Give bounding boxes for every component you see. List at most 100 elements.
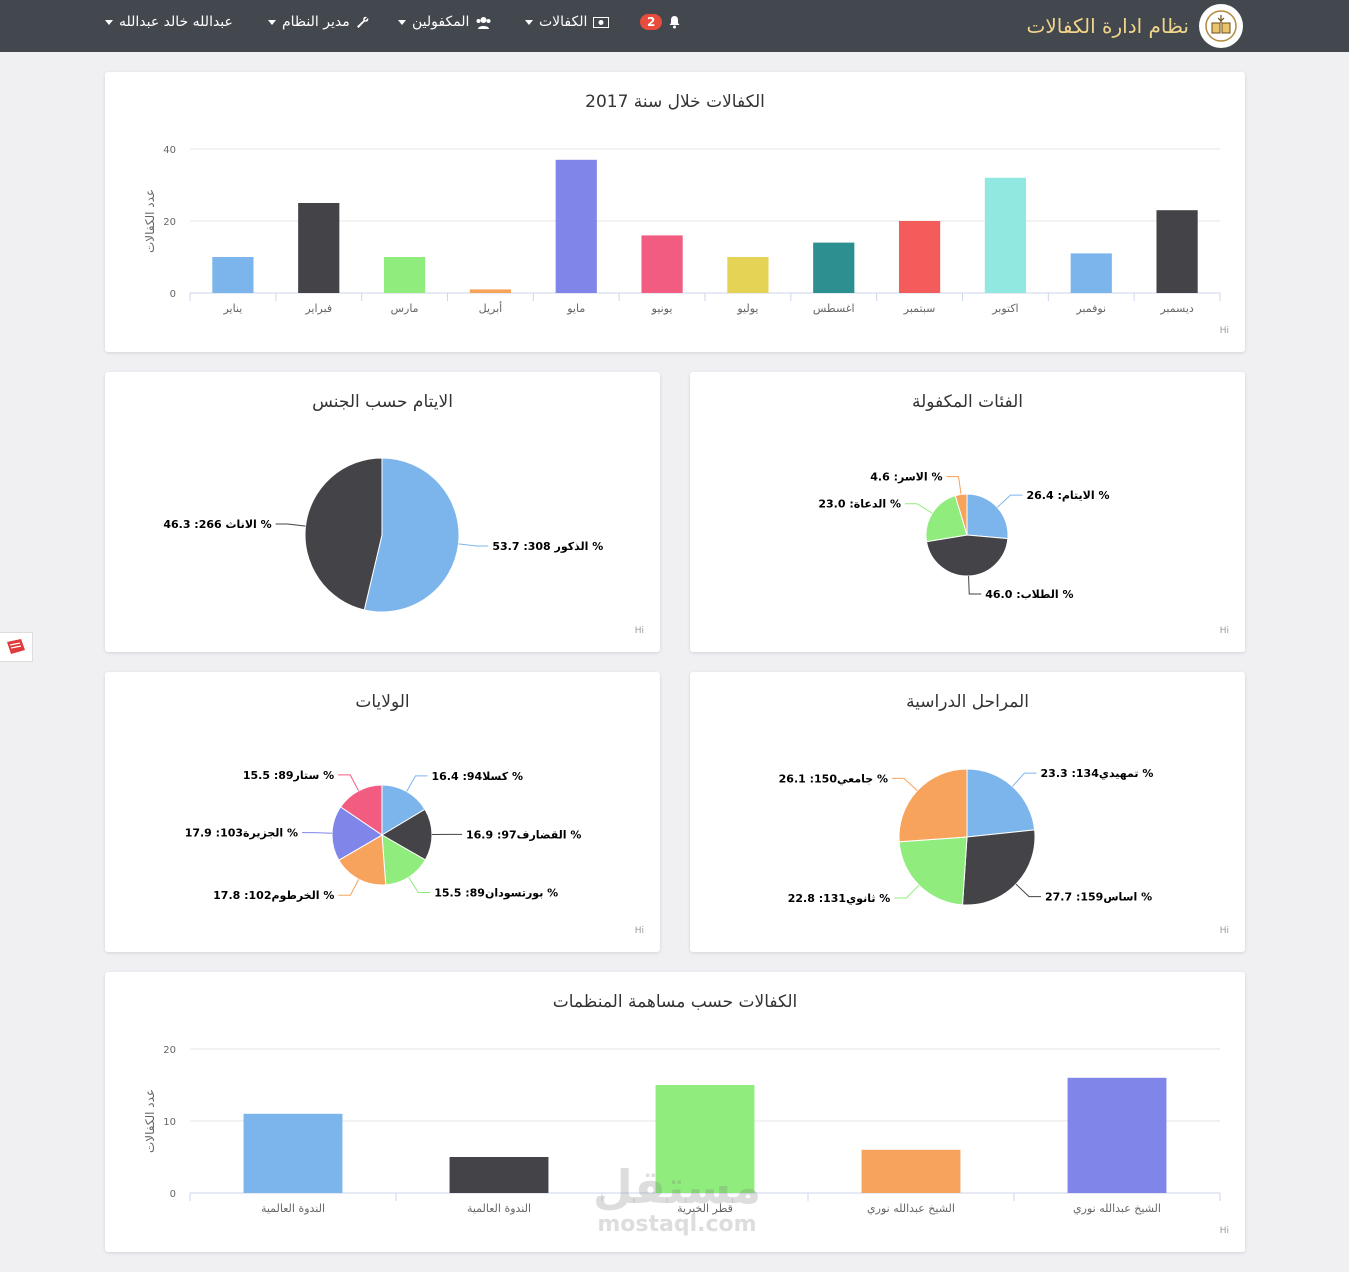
bar[interactable] — [861, 1149, 961, 1193]
top-navbar: نظام ادارة الكفالات 2 الكفالات المكفولين… — [0, 0, 1349, 52]
user-name: عبدالله خالد عبدالله — [119, 14, 233, 30]
chart-title: المراحل الدراسية — [906, 692, 1029, 712]
menu-user-account[interactable]: عبدالله خالد عبدالله — [105, 14, 233, 30]
pie-slice[interactable] — [381, 784, 426, 836]
x-tick-label: الندوة العالمية — [467, 1202, 531, 1215]
bar[interactable] — [383, 257, 426, 293]
x-tick-label: الشيخ عبدالله نوري — [1073, 1202, 1161, 1215]
pie-slice[interactable] — [925, 534, 1009, 577]
chart-card-study-stages: المراحل الدراسية تمهيدي134: 23.3 % اساس15… — [690, 672, 1245, 952]
chart-credits[interactable]: Hi — [1219, 626, 1229, 636]
data-label: الذكور 308: 53.7 % — [492, 540, 603, 553]
bar[interactable] — [1067, 1077, 1167, 1193]
data-label: كسلا94: 16.4 % — [432, 770, 524, 783]
bar[interactable] — [449, 1157, 549, 1193]
x-tick-label: يناير — [222, 302, 242, 315]
x-tick-label: يونيو — [651, 302, 673, 315]
bar-chart-organizations: 0 10 20 عدد الكفالات الندوة العالمية الندوة ا… — [143, 1045, 1221, 1215]
connector-line — [1015, 883, 1041, 898]
bar[interactable] — [984, 177, 1027, 293]
data-label: الاناث 266: 46.3 % — [163, 518, 271, 531]
pie-slice[interactable] — [381, 834, 427, 886]
bar-chart-monthly: 0 20 40 عدد الكفالات يناير فبراير مارس أبريل ماي… — [143, 145, 1221, 315]
x-tick-label: قطر الخيرية — [677, 1202, 733, 1215]
pie-slice[interactable] — [966, 768, 1036, 838]
chart-credits[interactable]: Hi — [634, 926, 644, 936]
x-tick-label: نوفمبر — [1075, 302, 1106, 315]
chart-card-states: الولايات كسلا94: 16.4 % القضارف97: 16.9 %… — [105, 672, 660, 952]
data-label: الايتام: 26.4 % — [1027, 489, 1110, 502]
connector-line — [302, 832, 333, 834]
data-label: الاسر: 4.6 % — [870, 471, 942, 484]
menu-kafalat[interactable]: الكفالات — [525, 14, 610, 30]
connector-line — [458, 543, 489, 547]
pie-chart-gender: الذكور 308: 53.7 % الاناث 266: 46.3 % — [163, 457, 603, 613]
side-feedback-icon[interactable] — [0, 632, 33, 662]
y-axis-title: عدد الكفالات — [143, 1089, 157, 1153]
data-label: اساس159: 27.7 % — [1045, 891, 1152, 904]
bar[interactable] — [655, 1085, 755, 1193]
data-label: جامعي150: 26.1 % — [779, 772, 888, 785]
pie-slice[interactable] — [954, 493, 968, 536]
y-tick-label: 0 — [170, 1189, 176, 1200]
pie-chart-categories: الايتام: 26.4 % الطلاب: 46.0 % الدعاة: 23.… — [818, 471, 1110, 601]
chart-card-sponsored-categories: الفئات المكفولة الايتام: 26.4 % الطلاب: 4… — [690, 372, 1245, 652]
x-tick-label: اكتوبر — [991, 302, 1018, 315]
pie-slice[interactable] — [898, 836, 968, 906]
bar[interactable] — [1156, 210, 1198, 293]
bar[interactable] — [898, 221, 941, 293]
menu-makfoolin-label: المكفولين — [412, 14, 470, 30]
pie-slice[interactable] — [961, 829, 1036, 906]
bar[interactable] — [727, 257, 769, 293]
connector-line — [338, 774, 360, 792]
chart-credits[interactable]: Hi — [1219, 326, 1229, 336]
caret-down-icon — [525, 19, 533, 25]
bar[interactable] — [243, 1113, 343, 1193]
bar[interactable] — [813, 242, 855, 293]
caret-down-icon — [105, 19, 113, 25]
chart-title: الكفالات خلال سنة 2017 — [585, 92, 765, 112]
bar[interactable] — [298, 203, 340, 293]
wrench-icon — [356, 16, 369, 28]
chart-credits[interactable]: Hi — [1219, 926, 1229, 936]
bar[interactable] — [212, 257, 254, 293]
pie-slice[interactable] — [338, 834, 387, 886]
pie-slice[interactable] — [339, 784, 383, 836]
pie-slice[interactable] — [304, 457, 383, 611]
pie-slice[interactable] — [363, 457, 460, 613]
chart-title: الكفالات حسب مساهمة المنظمات — [552, 992, 798, 1012]
y-tick-label: 10 — [163, 1117, 176, 1128]
chart-title: الولايات — [355, 692, 410, 712]
menu-kafalat-label: الكفالات — [539, 14, 588, 30]
x-tick-label: فبراير — [304, 302, 332, 315]
logo-icon — [1199, 4, 1243, 48]
data-label: ثانوي131: 22.8 % — [788, 892, 891, 905]
chart-title: الايتام حسب الجنس — [312, 392, 453, 412]
notifications-button[interactable]: 2 — [640, 14, 681, 30]
data-label: القضارف97: 16.9 % — [466, 828, 581, 841]
pie-slice[interactable] — [925, 495, 968, 543]
bar[interactable] — [469, 289, 512, 293]
menu-system-admin[interactable]: مدير النظام — [268, 14, 369, 30]
brand[interactable]: نظام ادارة الكفالات — [1027, 4, 1243, 48]
users-icon — [476, 16, 491, 29]
x-tick-label: الندوة العالمية — [261, 1202, 325, 1215]
y-axis-title: عدد الكفالات — [143, 189, 157, 253]
connector-line — [894, 884, 920, 899]
chart-credits[interactable]: Hi — [634, 626, 644, 636]
chart-card-monthly-kafalat: الكفالات خلال سنة 2017 0 20 40 عدد الكفالات… — [105, 72, 1245, 352]
caret-down-icon — [268, 19, 276, 25]
data-label: تمهيدي134: 23.3 % — [1041, 767, 1154, 780]
chart-title: الفئات المكفولة — [911, 392, 1023, 412]
chart-credits[interactable]: Hi — [1219, 1226, 1229, 1236]
x-tick-label: مارس — [391, 302, 419, 315]
bar[interactable] — [641, 235, 683, 293]
notification-badge: 2 — [640, 14, 663, 30]
pie-slice[interactable] — [331, 806, 383, 861]
menu-makfoolin[interactable]: المكفولين — [398, 14, 492, 30]
money-icon — [593, 16, 610, 28]
bar[interactable] — [1070, 253, 1112, 293]
pie-slice[interactable] — [898, 768, 968, 843]
bar[interactable] — [555, 159, 597, 293]
pie-slice[interactable] — [966, 493, 1009, 540]
